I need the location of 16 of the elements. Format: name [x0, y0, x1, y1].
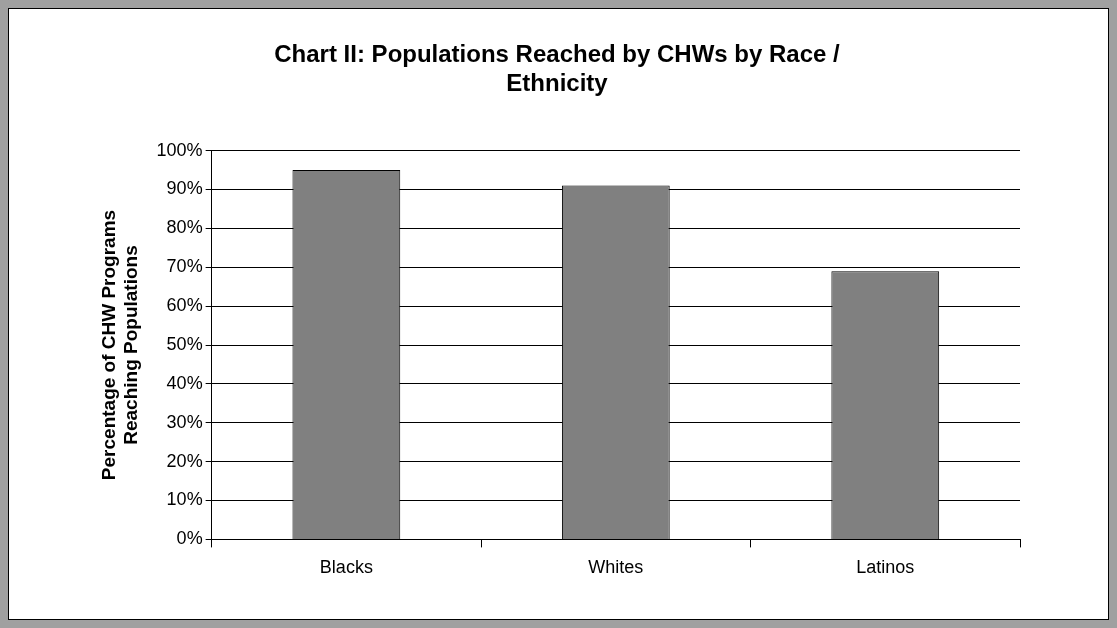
y-tick-label: 100% [156, 139, 203, 160]
y-tick-label: 90% [166, 178, 203, 199]
y-tick-label: 80% [166, 217, 203, 238]
y-tick-label: 70% [166, 256, 203, 277]
y-axis-title: Percentage of CHW Programs Reaching Populations [97, 209, 142, 481]
y-tick-label: 40% [166, 372, 203, 393]
y-tick-label: 50% [166, 333, 203, 354]
x-tick-label: Whites [588, 557, 644, 578]
chart-title: Chart II: Populations Reached by CHWs by Race / Ethnicity [274, 40, 841, 96]
x-tick-label: Blacks [319, 557, 373, 578]
y-tick-label: 0% [176, 528, 203, 549]
y-tick-label: 10% [166, 489, 203, 510]
y-tick-label: 60% [166, 295, 203, 316]
y-tick-label: 30% [166, 411, 203, 432]
x-tick-label: Latinos [856, 557, 915, 578]
y-tick-label: 20% [166, 450, 203, 471]
